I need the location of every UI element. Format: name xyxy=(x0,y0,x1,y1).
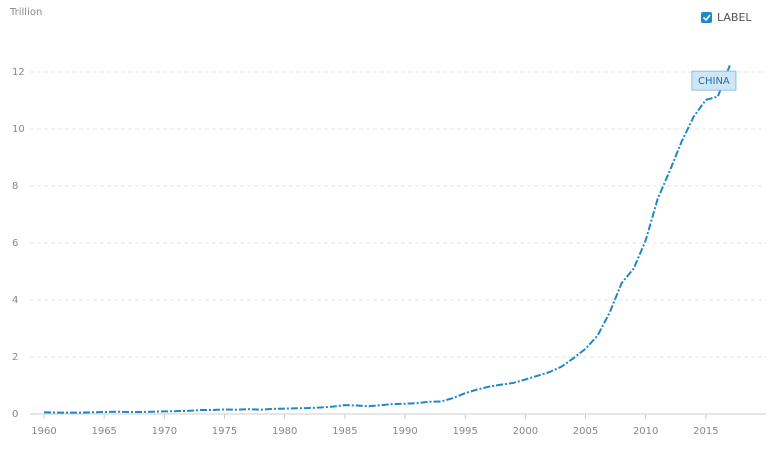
x-tick-label: 1965 xyxy=(91,426,116,437)
x-tick-label: 2000 xyxy=(513,426,538,437)
y-tick-label: 8 xyxy=(12,181,18,192)
y-tick-label: 4 xyxy=(12,295,18,306)
x-tick-label: 1970 xyxy=(152,426,177,437)
toggle-label[interactable]: LABEL xyxy=(717,11,752,24)
series-label-box xyxy=(691,70,737,91)
x-tick-label: 1985 xyxy=(332,426,357,437)
x-tick-label: 1975 xyxy=(212,426,237,437)
y-tick-label: 10 xyxy=(12,124,25,135)
x-tick-label: 1995 xyxy=(452,426,477,437)
x-tick-label: 1960 xyxy=(31,426,56,437)
y-tick-label: 0 xyxy=(12,409,18,420)
x-tick-label: 1990 xyxy=(392,426,417,437)
y-tick-label: 12 xyxy=(12,67,25,78)
checkbox[interactable] xyxy=(701,12,712,23)
y-tick-label: 2 xyxy=(12,352,18,363)
checkmark xyxy=(702,14,711,22)
series-line xyxy=(44,64,731,414)
x-tick-label: 2015 xyxy=(693,426,718,437)
x-tick-label: 2010 xyxy=(633,426,658,437)
x-tick-label: 1980 xyxy=(272,426,297,437)
y-axis-label: Trillion xyxy=(9,7,42,18)
series-label: CHINA xyxy=(698,76,730,87)
label-toggle[interactable]: LABEL xyxy=(701,11,752,24)
y-tick-label: 6 xyxy=(12,238,18,249)
x-tick-label: 2005 xyxy=(573,426,598,437)
